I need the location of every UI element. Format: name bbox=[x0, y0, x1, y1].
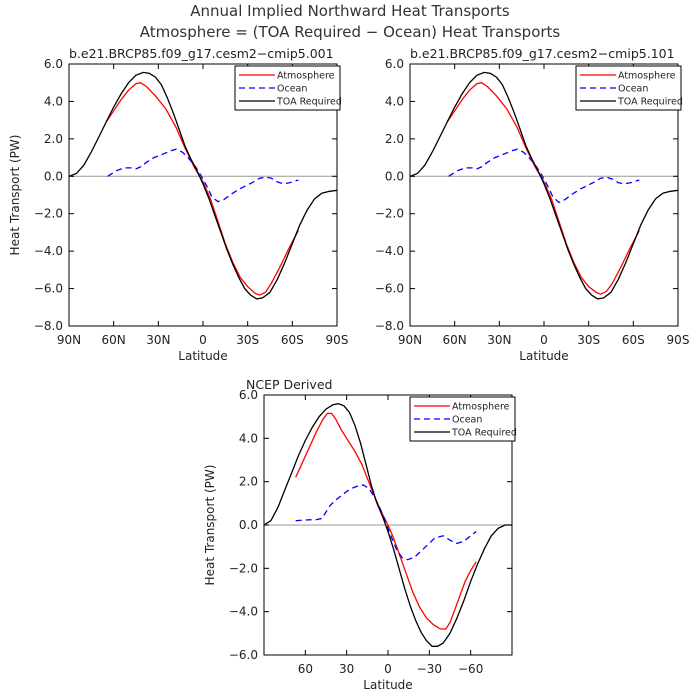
y-tick-label: −8.0 bbox=[34, 319, 63, 333]
y-tick-label: −6.0 bbox=[375, 282, 404, 296]
x-tick-label: 30 bbox=[339, 662, 354, 676]
legend-label: Atmosphere bbox=[452, 402, 510, 413]
series-line-ocean bbox=[295, 484, 477, 561]
y-tick-label: 6.0 bbox=[44, 57, 63, 71]
y-axis-label: Heat Transport (PW) bbox=[8, 135, 22, 256]
x-tick-label: 30N bbox=[146, 333, 170, 347]
y-tick-label: 2.0 bbox=[385, 132, 404, 146]
series-line-atmosphere bbox=[446, 82, 640, 295]
plot-frame bbox=[263, 394, 513, 656]
series-line-ocean bbox=[107, 148, 299, 203]
legend: Atmosphere Ocean TOA Required bbox=[234, 65, 342, 111]
x-tick-label: 90S bbox=[667, 333, 690, 347]
y-tick-label: −6.0 bbox=[229, 648, 258, 662]
plot-frame bbox=[409, 63, 679, 327]
y-tick-label: 0.0 bbox=[239, 518, 258, 532]
x-tick-label: 0 bbox=[384, 662, 392, 676]
y-tick-label: −4.0 bbox=[34, 244, 63, 258]
x-axis-label: Latitude bbox=[363, 678, 412, 692]
x-tick-label: 60S bbox=[281, 333, 304, 347]
series-line-toa-required bbox=[68, 71, 338, 300]
y-tick-label: 0.0 bbox=[385, 169, 404, 183]
x-tick-label: 60S bbox=[622, 333, 645, 347]
y-tick-label: −2.0 bbox=[229, 561, 258, 575]
y-tick-label: −2.0 bbox=[34, 207, 63, 221]
plot-frame bbox=[68, 63, 338, 327]
y-tick-label: −6.0 bbox=[34, 282, 63, 296]
x-tick-label: 30S bbox=[577, 333, 600, 347]
legend-label: TOA Required bbox=[617, 97, 683, 108]
series-line-ocean bbox=[448, 148, 640, 204]
figure-title-line2: Atmosphere = (TOA Required − Ocean) Heat… bbox=[140, 23, 561, 41]
y-tick-label: 2.0 bbox=[44, 132, 63, 146]
x-tick-label: −60 bbox=[458, 662, 483, 676]
x-tick-label: 0 bbox=[540, 333, 548, 347]
legend-label: TOA Required bbox=[451, 428, 517, 439]
legend: Atmosphere Ocean TOA Required bbox=[575, 65, 683, 111]
y-tick-label: 4.0 bbox=[385, 94, 404, 108]
y-tick-label: −2.0 bbox=[375, 207, 404, 221]
y-tick-label: −8.0 bbox=[375, 319, 404, 333]
legend: Atmosphere Ocean TOA Required bbox=[409, 396, 517, 442]
panel-title: b.e21.BRCP85.f09_g17.cesm2−cmip5.001 bbox=[69, 46, 334, 61]
x-tick-label: −30 bbox=[417, 662, 442, 676]
y-tick-label: 4.0 bbox=[239, 431, 258, 445]
x-axis-label: Latitude bbox=[178, 349, 227, 363]
y-tick-label: 4.0 bbox=[44, 94, 63, 108]
x-tick-label: 60N bbox=[102, 333, 126, 347]
series-line-atmosphere bbox=[105, 82, 299, 296]
x-tick-label: 60 bbox=[298, 662, 313, 676]
y-tick-label: 6.0 bbox=[385, 57, 404, 71]
x-tick-label: 30S bbox=[236, 333, 259, 347]
x-tick-label: 30N bbox=[487, 333, 511, 347]
y-tick-label: −4.0 bbox=[375, 244, 404, 258]
x-tick-label: 90N bbox=[57, 333, 81, 347]
y-tick-label: 6.0 bbox=[239, 388, 258, 402]
x-tick-label: 90S bbox=[326, 333, 349, 347]
series-line-toa-required bbox=[263, 403, 512, 647]
chart-panel-1: b.e21.BRCP85.f09_g17.cesm2−cmip5.001 6.0 4… bbox=[8, 46, 348, 363]
figure-title-line1: Annual Implied Northward Heat Transports bbox=[190, 2, 510, 20]
y-axis-label: Heat Transport (PW) bbox=[203, 465, 217, 586]
series-line-atmosphere bbox=[295, 412, 477, 630]
x-tick-label: 60N bbox=[443, 333, 467, 347]
legend-label: Atmosphere bbox=[277, 71, 335, 82]
y-tick-label: 2.0 bbox=[239, 475, 258, 489]
legend-label: TOA Required bbox=[276, 97, 342, 108]
y-tick-label: 0.0 bbox=[44, 169, 63, 183]
x-axis-label: Latitude bbox=[519, 349, 568, 363]
series-line-toa-required bbox=[409, 71, 679, 300]
legend-label: Atmosphere bbox=[618, 71, 676, 82]
chart-panel-2: b.e21.BRCP85.f09_g17.cesm2−cmip5.101 6.0 4… bbox=[375, 46, 690, 363]
y-tick-label: −4.0 bbox=[229, 605, 258, 619]
x-tick-label: 90N bbox=[398, 333, 422, 347]
legend-label: Ocean bbox=[452, 415, 482, 426]
legend-label: Ocean bbox=[618, 84, 648, 95]
x-tick-label: 0 bbox=[199, 333, 207, 347]
panel-title: NCEP Derived bbox=[246, 377, 332, 392]
legend-label: Ocean bbox=[277, 84, 307, 95]
panel-title: b.e21.BRCP85.f09_g17.cesm2−cmip5.101 bbox=[410, 46, 675, 61]
